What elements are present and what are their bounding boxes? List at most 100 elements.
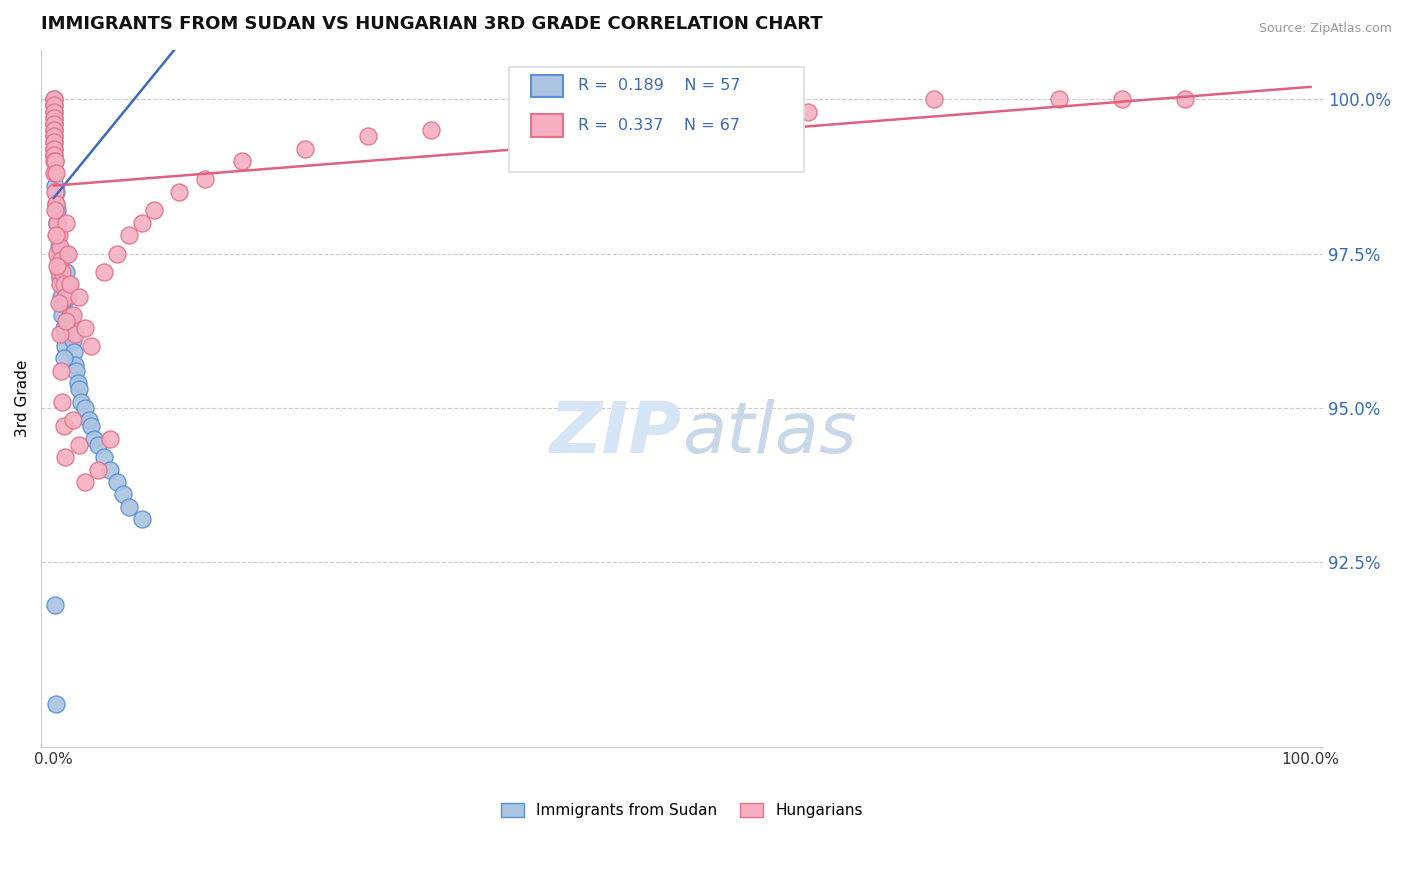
- Point: [42, 123, 65, 137]
- Point: [62, 308, 84, 322]
- Point: [48, 296, 70, 310]
- Point: [42, 148, 65, 162]
- Point: [45, 197, 67, 211]
- Point: [45, 227, 67, 242]
- Point: [51, 296, 73, 310]
- Text: atlas: atlas: [682, 399, 856, 468]
- Point: [98, 432, 121, 446]
- Point: [1174, 92, 1197, 106]
- Point: [93, 450, 115, 465]
- Point: [48, 240, 70, 254]
- Point: [44, 153, 66, 168]
- Point: [46, 216, 69, 230]
- Point: [55, 265, 77, 279]
- Point: [131, 512, 153, 526]
- Point: [45, 166, 67, 180]
- Point: [46, 216, 69, 230]
- Point: [42, 129, 65, 144]
- Point: [46, 216, 69, 230]
- Point: [67, 438, 90, 452]
- Point: [51, 252, 73, 267]
- Point: [45, 185, 67, 199]
- Y-axis label: 3rd Grade: 3rd Grade: [15, 359, 30, 437]
- Point: [51, 394, 73, 409]
- Point: [52, 351, 75, 366]
- Point: [80, 419, 103, 434]
- Point: [75, 320, 97, 334]
- Point: [42, 111, 65, 125]
- Point: [49, 326, 72, 341]
- Point: [48, 265, 70, 279]
- Point: [42, 148, 65, 162]
- Point: [922, 92, 945, 106]
- Point: [42, 123, 65, 137]
- Point: [63, 326, 86, 341]
- Point: [46, 259, 69, 273]
- Point: [105, 475, 128, 489]
- Point: [51, 265, 73, 279]
- Point: [51, 290, 73, 304]
- Point: [80, 339, 103, 353]
- Point: [70, 394, 93, 409]
- Point: [62, 413, 84, 427]
- Point: [118, 227, 141, 242]
- Point: [42, 104, 65, 119]
- Point: [419, 123, 441, 137]
- Legend: Immigrants from Sudan, Hungarians: Immigrants from Sudan, Hungarians: [495, 797, 869, 824]
- Point: [51, 308, 73, 322]
- Text: R =  0.337    N = 67: R = 0.337 N = 67: [578, 118, 741, 133]
- Point: [86, 462, 108, 476]
- Point: [93, 265, 115, 279]
- Point: [75, 475, 97, 489]
- Point: [56, 246, 79, 260]
- Point: [66, 376, 89, 391]
- Point: [169, 185, 191, 199]
- Text: ZIP: ZIP: [550, 399, 682, 468]
- Point: [42, 136, 65, 150]
- Point: [42, 129, 65, 144]
- Point: [1111, 92, 1133, 106]
- Point: [44, 185, 66, 199]
- Point: [53, 450, 76, 465]
- Point: [83, 432, 105, 446]
- Point: [59, 277, 82, 292]
- Point: [193, 172, 215, 186]
- Point: [44, 166, 66, 180]
- Point: [55, 314, 77, 328]
- Text: R =  0.189    N = 57: R = 0.189 N = 57: [578, 78, 741, 94]
- Point: [44, 203, 66, 218]
- Point: [53, 326, 76, 341]
- Point: [52, 419, 75, 434]
- Point: [75, 401, 97, 415]
- Point: [45, 197, 67, 211]
- Point: [52, 277, 75, 292]
- Point: [53, 339, 76, 353]
- Point: [46, 246, 69, 260]
- Point: [111, 487, 134, 501]
- Point: [42, 92, 65, 106]
- Point: [86, 438, 108, 452]
- Point: [1047, 92, 1070, 106]
- Point: [55, 216, 77, 230]
- FancyBboxPatch shape: [509, 67, 804, 172]
- Point: [42, 92, 65, 106]
- Point: [42, 111, 65, 125]
- Point: [546, 117, 568, 131]
- Point: [44, 153, 66, 168]
- Point: [65, 364, 87, 378]
- Point: [77, 413, 100, 427]
- Text: Source: ZipAtlas.com: Source: ZipAtlas.com: [1258, 22, 1392, 36]
- Point: [357, 129, 380, 144]
- FancyBboxPatch shape: [531, 75, 562, 97]
- Point: [143, 203, 166, 218]
- Point: [44, 599, 66, 613]
- Point: [67, 382, 90, 396]
- Point: [63, 358, 86, 372]
- Point: [51, 277, 73, 292]
- Point: [294, 142, 316, 156]
- Point: [42, 153, 65, 168]
- Point: [45, 697, 67, 711]
- Point: [46, 227, 69, 242]
- Point: [46, 203, 69, 218]
- Point: [48, 252, 70, 267]
